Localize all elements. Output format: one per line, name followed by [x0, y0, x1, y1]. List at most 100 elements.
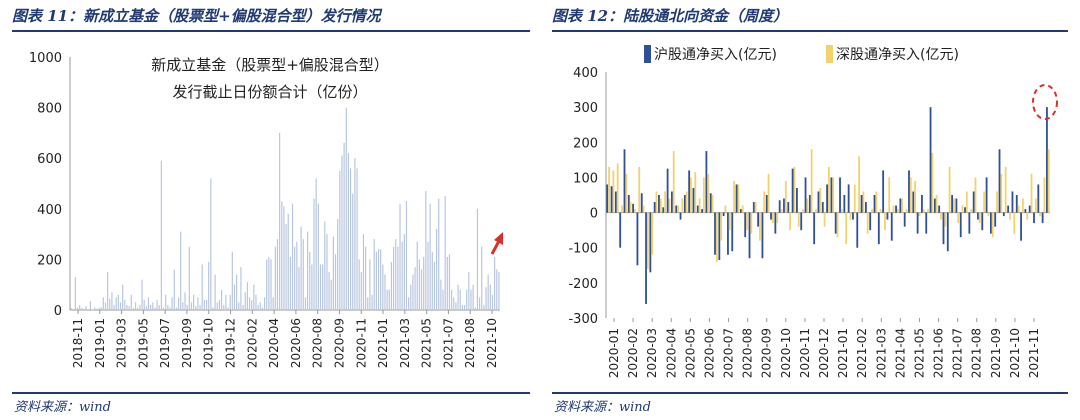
shen-bar [940, 212, 942, 220]
shen-bar [651, 212, 654, 255]
hu-bar [701, 209, 703, 213]
shen-bar [638, 166, 641, 213]
bar [100, 306, 102, 310]
x-tick-label: 2020-07 [722, 328, 736, 378]
shen-bar [1030, 173, 1033, 213]
bar [429, 203, 431, 310]
bar [287, 213, 289, 310]
hu-bar [985, 177, 988, 213]
bar [251, 299, 253, 310]
bar [476, 208, 479, 310]
bar [461, 304, 463, 310]
hu-bar [653, 202, 656, 213]
hu-bar [929, 107, 932, 213]
bar [300, 226, 302, 310]
bar [401, 241, 403, 310]
hu-bar [813, 212, 816, 245]
x-tick-label: 2020-11 [798, 328, 812, 378]
hu-bar [671, 191, 673, 213]
bar [341, 155, 343, 310]
shen-bar [901, 198, 904, 213]
shen-bar [987, 212, 990, 217]
bar [326, 234, 328, 310]
shen-bar [957, 212, 960, 224]
hu-bar [770, 212, 772, 220]
shen-bar [746, 212, 748, 231]
shen-bar [974, 177, 977, 213]
shen-bar [763, 191, 766, 213]
bar [150, 304, 152, 310]
bar [240, 266, 242, 310]
bar [147, 297, 150, 310]
bar [102, 297, 104, 310]
hu-bar [692, 187, 695, 213]
x-tick-label: 2021-03 [398, 318, 412, 368]
bar [72, 308, 74, 310]
x-tick-label: 2019-10 [202, 318, 216, 368]
bar [291, 203, 294, 310]
bar [182, 302, 184, 310]
hu-bar [830, 177, 833, 213]
x-tick-label: 2021-04 [893, 328, 907, 378]
hu-bar [640, 193, 643, 213]
hu-bar [1028, 205, 1031, 213]
shen-bar [724, 205, 727, 213]
x-tick-label: 2020-08 [741, 328, 755, 378]
bar [89, 301, 92, 310]
bar [272, 297, 274, 310]
bar [122, 284, 124, 310]
bar [474, 307, 476, 310]
bar [128, 306, 130, 310]
bar [91, 309, 94, 310]
shen-bar [741, 205, 744, 213]
x-tick-label: 2020-12 [817, 328, 831, 378]
bar [425, 191, 427, 310]
shen-bar [983, 191, 985, 213]
bar [423, 256, 425, 310]
hu-bar [735, 184, 738, 213]
bar [395, 239, 397, 310]
hu-bar [774, 212, 777, 234]
hu-bar [1007, 205, 1010, 213]
bar [433, 261, 436, 310]
bar [94, 307, 96, 310]
shen-bar [1009, 212, 1011, 220]
x-tick-label: 2020-01 [607, 328, 621, 378]
hu-bar [955, 198, 958, 213]
bar [248, 297, 251, 310]
hu-bar [808, 195, 811, 213]
bar [302, 239, 304, 310]
shen-bar [677, 205, 679, 213]
shen-bar [961, 205, 964, 213]
y-tick-label: 300 [573, 101, 598, 116]
hu-bar [714, 212, 716, 255]
shen-bar [935, 195, 938, 213]
hu-bar [752, 202, 755, 213]
bar [442, 289, 444, 310]
shen-bar [970, 209, 973, 213]
shen-bar [655, 191, 658, 213]
y-tick-label: 400 [37, 203, 62, 218]
shen-bar [668, 198, 671, 213]
bar [113, 304, 115, 310]
bar [317, 203, 319, 310]
shen-bar [931, 152, 934, 213]
y-tick-label: 1000 [29, 51, 62, 66]
shen-bar [836, 212, 839, 238]
bar [270, 259, 272, 310]
shen-bar [853, 184, 856, 213]
bar [218, 299, 221, 310]
right-source-note: 资料来源：wind [554, 400, 651, 415]
hu-bar [627, 195, 630, 213]
bar [197, 297, 199, 310]
shen-bar [840, 209, 843, 213]
hu-bar [1020, 212, 1022, 241]
hu-bar [998, 149, 1001, 213]
bar [87, 309, 89, 310]
hu-bar [761, 212, 764, 259]
bar [453, 297, 455, 310]
shen-bar [944, 212, 947, 227]
shen-bar [759, 212, 761, 241]
hu-bar [1011, 191, 1014, 213]
x-tick-label: 2021-09 [989, 328, 1003, 378]
